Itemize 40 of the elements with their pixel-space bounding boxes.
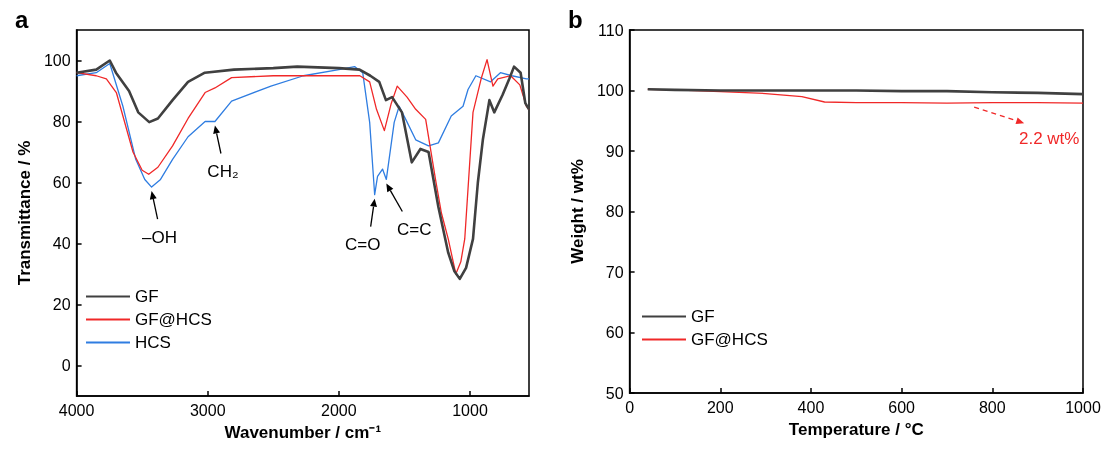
y-axis-title: Weight / wt% <box>568 159 587 264</box>
y-tick-label: 90 <box>605 142 624 160</box>
y-tick-label: 70 <box>605 263 624 281</box>
legend-label: GF <box>691 307 715 326</box>
x-tick-label: 1000 <box>452 401 488 419</box>
y-tick-label: 100 <box>43 52 71 69</box>
annotation: C=O <box>344 235 381 255</box>
x-tick-label: 600 <box>888 398 916 416</box>
y-tick-label: 80 <box>605 203 624 220</box>
x-tick-label: 3000 <box>189 401 226 419</box>
x-tick-label: 0 <box>625 398 635 416</box>
legend-label: GF <box>135 287 159 306</box>
annotation: 2.2 wt% <box>1018 128 1080 148</box>
x-tick-label: 200 <box>706 398 734 416</box>
legend-label: GF@HCS <box>691 330 768 349</box>
y-tick-label: 40 <box>52 235 71 252</box>
x-tick-label: 800 <box>978 398 1006 416</box>
y-tick-label: 80 <box>52 113 71 130</box>
y-tick-label: 20 <box>52 296 71 313</box>
chart-title: a <box>15 5 29 33</box>
x-tick-label: 1000 <box>1065 398 1101 416</box>
chart-title: b <box>568 5 583 33</box>
x-tick-label: 400 <box>797 398 825 416</box>
x-tick-label: 4000 <box>58 401 95 419</box>
y-tick-label: 50 <box>605 384 624 402</box>
x-tick-label: 2000 <box>321 401 357 419</box>
y-tick-label: 60 <box>605 324 624 341</box>
y-tick-label: 0 <box>61 357 71 374</box>
y-tick-label: 100 <box>596 82 624 99</box>
annotation: C=C <box>397 219 432 239</box>
line-series <box>75 62 530 196</box>
annotation: CH₂ <box>207 162 239 181</box>
legend-label: GF@HCS <box>135 310 212 329</box>
legend-label: HCS <box>135 333 171 352</box>
annotation: –OH <box>142 227 178 247</box>
x-axis-title: Wavenumber / cm⁻¹ <box>224 423 382 442</box>
x-axis-title: Temperature / °C <box>788 420 924 439</box>
y-tick-label: 60 <box>52 174 71 191</box>
y-tick-label: 110 <box>598 21 624 39</box>
y-axis-title: Transmittance / % <box>15 140 34 286</box>
